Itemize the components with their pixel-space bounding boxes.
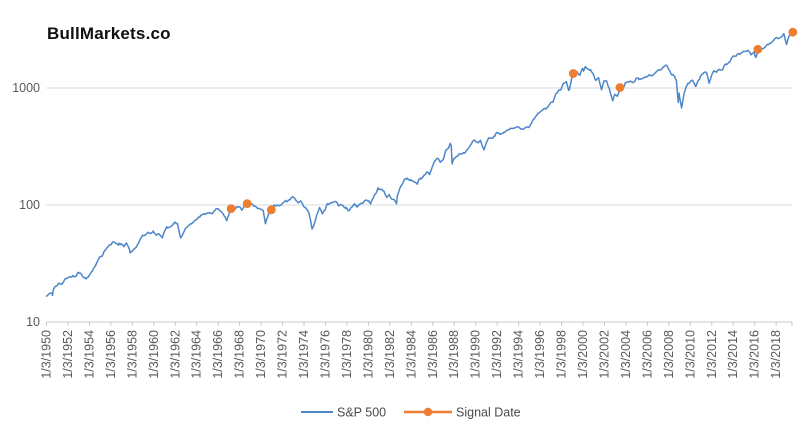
x-axis-tick-label: 1/3/1978 bbox=[340, 330, 354, 379]
x-axis-tick-label: 1/3/1996 bbox=[533, 330, 547, 379]
legend-signal-marker-icon bbox=[423, 407, 433, 417]
y-axis-tick-label: 1000 bbox=[12, 81, 40, 95]
x-axis-tick-label: 1/3/1966 bbox=[211, 330, 225, 379]
y-axis-tick-label: 100 bbox=[19, 198, 40, 212]
x-axis-tick-label: 1/3/1962 bbox=[168, 330, 182, 379]
x-axis-tick-label: 1/3/2002 bbox=[597, 330, 611, 379]
x-axis-tick-label: 1/3/1964 bbox=[190, 330, 204, 379]
x-axis-tick-label: 1/3/2012 bbox=[705, 330, 719, 379]
sp500-line bbox=[45, 31, 794, 297]
x-axis-tick-label: 1/3/1986 bbox=[426, 330, 440, 379]
x-axis-tick-label: 1/3/1970 bbox=[254, 330, 268, 379]
legend-sp500-label[interactable]: S&P 500 bbox=[337, 405, 386, 419]
x-axis-tick-label: 1/3/1960 bbox=[147, 330, 161, 379]
x-axis-tick-label: 1/3/1974 bbox=[297, 330, 311, 379]
chart-title: BullMarkets.co bbox=[47, 24, 171, 43]
x-axis-tick-label: 1/3/1998 bbox=[555, 330, 569, 379]
signal-date-marker bbox=[753, 44, 763, 54]
x-axis-tick-label: 1/3/1968 bbox=[233, 330, 247, 379]
x-axis-tick-label: 1/3/2016 bbox=[748, 330, 762, 379]
x-axis-tick-label: 1/3/2000 bbox=[576, 330, 590, 379]
signal-date-marker bbox=[242, 199, 252, 209]
x-axis-tick-label: 1/3/1988 bbox=[447, 330, 461, 379]
signal-date-marker bbox=[266, 205, 276, 215]
x-axis-tick-label: 1/3/1992 bbox=[490, 330, 504, 379]
x-axis-tick-label: 1/3/2006 bbox=[640, 330, 654, 379]
y-axis-tick-label: 10 bbox=[26, 315, 40, 329]
x-axis-tick-label: 1/3/1956 bbox=[104, 330, 118, 379]
x-axis-tick-label: 1/3/1954 bbox=[82, 330, 96, 379]
x-axis-tick-label: 1/3/1990 bbox=[469, 330, 483, 379]
x-axis-tick-label: 1/3/1994 bbox=[512, 330, 526, 379]
legend-signal-date-label[interactable]: Signal Date bbox=[456, 405, 521, 419]
x-axis-tick-label: 1/3/1950 bbox=[40, 330, 54, 379]
x-axis-tick-label: 1/3/1982 bbox=[383, 330, 397, 379]
x-axis-tick-label: 1/3/1980 bbox=[361, 330, 375, 379]
x-axis-tick-label: 1/3/2010 bbox=[683, 330, 697, 379]
x-axis-tick-label: 1/3/2018 bbox=[769, 330, 783, 379]
signal-date-marker bbox=[788, 27, 798, 37]
signal-date-marker bbox=[615, 83, 625, 92]
x-axis-tick-label: 1/3/2008 bbox=[662, 330, 676, 379]
signal-date-marker bbox=[568, 69, 578, 78]
x-axis-tick-label: 1/3/2004 bbox=[619, 330, 633, 379]
x-axis-tick-label: 1/3/1984 bbox=[404, 330, 418, 379]
signal-date-marker bbox=[226, 204, 236, 214]
x-axis-tick-label: 1/3/2014 bbox=[726, 330, 740, 379]
x-axis-tick-label: 1/3/1976 bbox=[318, 330, 332, 379]
x-axis-tick-label: 1/3/1952 bbox=[61, 330, 75, 379]
x-axis-tick-label: 1/3/1972 bbox=[276, 330, 290, 379]
x-axis-tick-label: 1/3/1958 bbox=[125, 330, 139, 379]
